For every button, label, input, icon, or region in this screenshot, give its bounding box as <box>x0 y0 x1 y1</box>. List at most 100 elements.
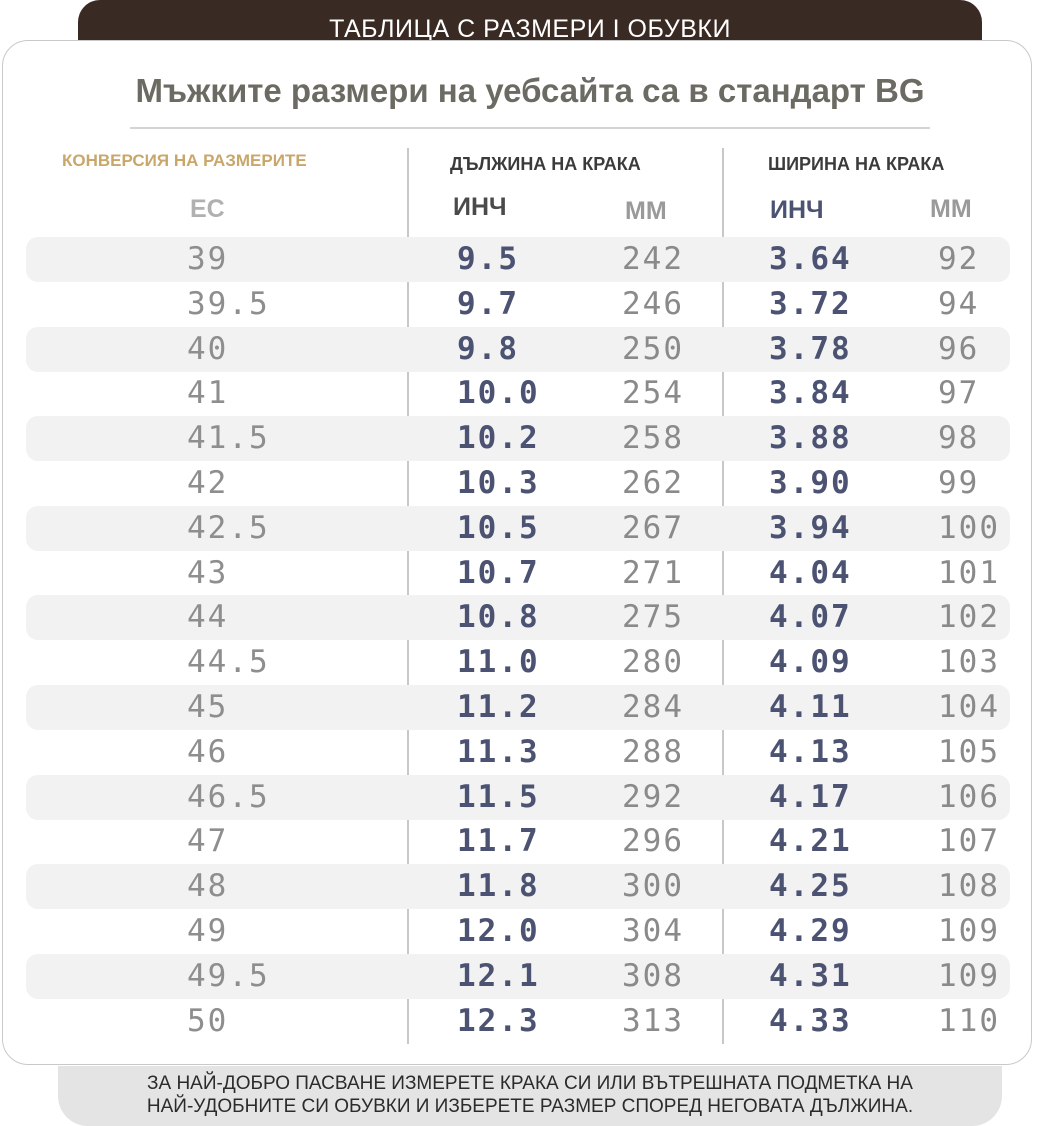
page-subtitle: Мъжките размери на уебсайта са в стандар… <box>135 72 925 109</box>
table-row: 39.5 9.7 246 3.72 94 <box>26 282 1010 327</box>
foot-width-mm-cell: 107 <box>938 823 1000 860</box>
foot-width-header: ШИРИНА НА КРАКА <box>768 154 945 174</box>
foot-width-mm-cell: 100 <box>938 509 1000 546</box>
eu-size-cell: 49.5 <box>187 957 270 994</box>
eu-size-cell: 44.5 <box>187 644 270 681</box>
table-row: 46 11.3 288 4.13 105 <box>26 730 1010 775</box>
foot-width-inch-cell: 4.04 <box>769 554 852 591</box>
footer-line-2: НАЙ-УДОБНИТЕ СИ ОБУВКИ И ИЗБЕРЕТЕ РАЗМЕР… <box>146 1096 914 1117</box>
foot-length-mm-cell: 271 <box>622 554 684 591</box>
table-row: 48 11.8 300 4.25 108 <box>26 864 1010 910</box>
eu-size-cell: 43 <box>187 554 229 591</box>
table-row: 41.5 10.2 258 3.88 98 <box>26 416 1010 462</box>
foot-length-mm-cell: 292 <box>622 778 684 815</box>
eu-size-cell: 42 <box>187 465 229 501</box>
foot-width-inch-cell: 4.11 <box>769 689 852 725</box>
foot-width-inch-cell: 4.09 <box>769 644 852 681</box>
foot-width-mm-cell: 108 <box>938 868 1000 905</box>
length-inch-header: ИНЧ <box>453 193 507 221</box>
foot-width-inch-cell: 4.25 <box>769 868 852 905</box>
foot-length-mm-cell: 246 <box>622 285 684 322</box>
foot-length-inch-cell: 9.7 <box>457 285 519 322</box>
eu-size-cell: 44 <box>187 599 229 636</box>
foot-length-mm-cell: 308 <box>622 957 684 994</box>
width-mm-header: ММ <box>930 195 972 223</box>
foot-width-inch-cell: 4.13 <box>769 733 852 770</box>
foot-length-mm-cell: 300 <box>622 868 684 905</box>
width-inch-header: ИНЧ <box>770 196 824 224</box>
table-row: 44 10.8 275 4.07 102 <box>26 595 1010 641</box>
foot-width-inch-cell: 4.29 <box>769 913 852 949</box>
foot-length-mm-cell: 280 <box>622 644 684 681</box>
table-row: 45 11.2 284 4.11 104 <box>26 685 1010 730</box>
foot-width-inch-cell: 4.21 <box>769 823 852 860</box>
table-row: 41 10.0 254 3.84 97 <box>26 371 1010 416</box>
foot-width-inch-cell: 3.78 <box>769 330 852 367</box>
foot-width-inch-cell: 3.64 <box>769 241 852 277</box>
foot-width-inch-cell: 3.72 <box>769 285 852 322</box>
table-row: 50 12.3 313 4.33 110 <box>26 999 1010 1044</box>
foot-width-mm-cell: 102 <box>938 599 1000 636</box>
foot-width-mm-cell: 92 <box>938 241 980 277</box>
foot-length-mm-cell: 275 <box>622 599 684 636</box>
foot-width-mm-cell: 99 <box>938 465 980 501</box>
foot-width-mm-cell: 109 <box>938 913 1000 949</box>
foot-length-mm-cell: 267 <box>622 509 684 546</box>
foot-width-inch-cell: 4.17 <box>769 778 852 815</box>
eu-size-cell: 46.5 <box>187 778 270 815</box>
foot-width-mm-cell: 98 <box>938 420 980 457</box>
foot-length-mm-cell: 258 <box>622 420 684 457</box>
foot-length-inch-cell: 9.8 <box>457 330 519 367</box>
eu-column-header: ЕС <box>190 195 225 223</box>
foot-length-inch-cell: 9.5 <box>457 241 519 277</box>
eu-size-cell: 46 <box>187 733 229 770</box>
foot-length-inch-cell: 10.5 <box>457 509 540 546</box>
foot-length-inch-cell: 11.2 <box>457 689 540 725</box>
eu-size-cell: 47 <box>187 823 229 860</box>
foot-length-inch-cell: 11.5 <box>457 778 540 815</box>
foot-length-inch-cell: 11.3 <box>457 733 540 770</box>
eu-size-cell: 45 <box>187 689 229 725</box>
foot-width-inch-cell: 3.90 <box>769 465 852 501</box>
foot-length-inch-cell: 11.8 <box>457 868 540 905</box>
eu-size-cell: 39.5 <box>187 285 270 322</box>
foot-width-mm-cell: 110 <box>938 1002 1000 1039</box>
foot-length-mm-cell: 250 <box>622 330 684 367</box>
foot-width-inch-cell: 3.84 <box>769 375 852 412</box>
foot-width-inch-cell: 4.33 <box>769 1002 852 1039</box>
conversion-header: КОНВЕРСИЯ НА РАЗМЕРИТЕ <box>62 151 307 170</box>
foot-length-inch-cell: 11.7 <box>457 823 540 860</box>
foot-length-inch-cell: 12.1 <box>457 957 540 994</box>
foot-width-mm-cell: 109 <box>938 957 1000 994</box>
footer-line-1: ЗА НАЙ-ДОБРО ПАСВАНЕ ИЗМЕРЕТЕ КРАКА СИ И… <box>147 1073 913 1094</box>
foot-width-mm-cell: 105 <box>938 733 1000 770</box>
foot-width-inch-cell: 4.31 <box>769 957 852 994</box>
foot-width-mm-cell: 94 <box>938 285 980 322</box>
foot-length-inch-cell: 12.0 <box>457 913 540 949</box>
table-row: 39 9.5 242 3.64 92 <box>26 237 1010 282</box>
foot-length-inch-cell: 10.8 <box>457 599 540 636</box>
foot-length-mm-cell: 254 <box>622 375 684 412</box>
table-row: 42.5 10.5 267 3.94 100 <box>26 505 1010 551</box>
foot-length-mm-cell: 304 <box>622 913 684 949</box>
table-row: 44.5 11.0 280 4.09 103 <box>26 640 1010 685</box>
foot-width-inch-cell: 3.94 <box>769 509 852 546</box>
foot-width-mm-cell: 97 <box>938 375 980 412</box>
foot-length-inch-cell: 12.3 <box>457 1002 540 1039</box>
foot-width-mm-cell: 101 <box>938 554 1000 591</box>
title-divider <box>130 127 930 129</box>
eu-size-cell: 41.5 <box>187 420 270 457</box>
foot-width-mm-cell: 106 <box>938 778 1000 815</box>
table-row: 46.5 11.5 292 4.17 106 <box>26 774 1010 820</box>
foot-length-mm-cell: 242 <box>622 241 684 277</box>
table-row: 49 12.0 304 4.29 109 <box>26 909 1010 954</box>
footer-band <box>58 1066 1002 1126</box>
banner-title: ТАБЛИЦА С РАЗМЕРИ I ОБУВКИ <box>329 14 731 43</box>
eu-size-cell: 39 <box>187 241 229 277</box>
eu-size-cell: 48 <box>187 868 229 905</box>
eu-size-cell: 49 <box>187 913 229 949</box>
foot-length-mm-cell: 296 <box>622 823 684 860</box>
eu-size-cell: 50 <box>187 1002 229 1039</box>
foot-width-mm-cell: 103 <box>938 644 1000 681</box>
foot-width-inch-cell: 4.07 <box>769 599 852 636</box>
